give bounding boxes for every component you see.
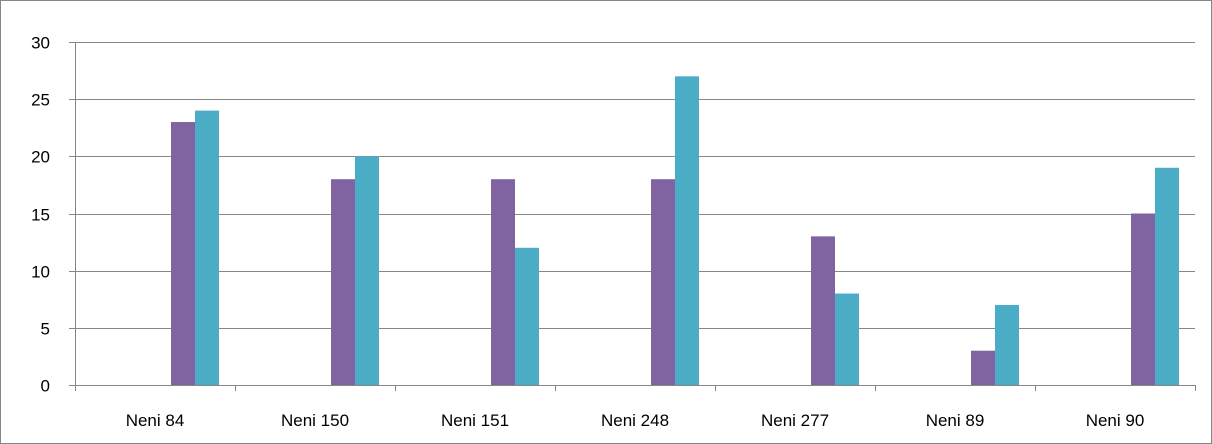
x-tick-label: Neni 90 (1086, 411, 1145, 430)
bar-series2-neni-89 (995, 304, 1019, 385)
bar-series1-neni-84 (171, 122, 195, 386)
bar-series2-neni-277 (835, 293, 859, 385)
x-tick-label: Neni 89 (926, 411, 985, 430)
bar-series1-neni-277 (811, 236, 835, 385)
y-tick-label: 25 (31, 91, 50, 110)
x-tick-label: Neni 151 (441, 411, 509, 430)
y-tick-label: 5 (41, 320, 50, 339)
y-tick-label: 30 (31, 34, 50, 53)
bar-series1-neni-150 (331, 179, 355, 385)
bar-series2-neni-90 (1155, 167, 1179, 385)
bar-series2-neni-151 (515, 247, 539, 385)
bar-series2-neni-150 (355, 156, 379, 385)
bar-series2-neni-84 (195, 110, 219, 385)
y-tick-label: 10 (31, 263, 50, 282)
bar-series2-neni-248 (675, 76, 699, 386)
x-tick-label: Neni 150 (281, 411, 349, 430)
bar-series1-neni-151 (491, 179, 515, 385)
bar-series1-neni-248 (651, 179, 675, 385)
x-tick-label: Neni 248 (601, 411, 669, 430)
y-tick-label: 15 (31, 206, 50, 225)
bar-series1-neni-89 (971, 350, 995, 385)
y-tick-label: 0 (41, 377, 50, 396)
bar-series1-neni-90 (1131, 213, 1155, 385)
y-tick-label: 20 (31, 148, 50, 167)
x-tick-label: Neni 277 (761, 411, 829, 430)
x-tick-label: Neni 84 (126, 411, 185, 430)
